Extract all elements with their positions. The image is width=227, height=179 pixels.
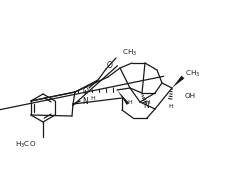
Text: CH$_3$: CH$_3$ xyxy=(185,69,200,79)
Text: N: N xyxy=(143,101,149,110)
Text: H: H xyxy=(169,103,173,108)
Polygon shape xyxy=(172,76,184,88)
Text: H: H xyxy=(90,96,95,100)
Text: H: H xyxy=(146,100,150,105)
Text: H: H xyxy=(128,100,132,105)
Polygon shape xyxy=(117,90,129,105)
Text: N: N xyxy=(82,96,88,105)
Text: O: O xyxy=(107,62,113,71)
Text: OH: OH xyxy=(185,93,196,99)
Text: CH$_3$: CH$_3$ xyxy=(122,48,137,58)
Text: H$_3$CO: H$_3$CO xyxy=(15,140,37,150)
Text: O: O xyxy=(83,86,89,96)
